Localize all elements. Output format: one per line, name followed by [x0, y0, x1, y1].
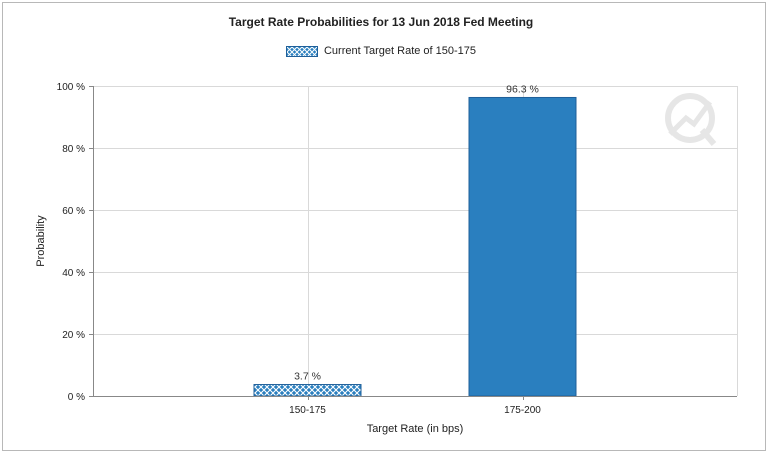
legend-label: Current Target Rate of 150-175	[323, 45, 477, 57]
chart-title: Target Rate Probabilities for 13 Jun 201…	[228, 15, 534, 29]
legend-swatch-crosshatch	[285, 45, 318, 57]
legend: Current Target Rate of 150-175	[0, 45, 762, 57]
